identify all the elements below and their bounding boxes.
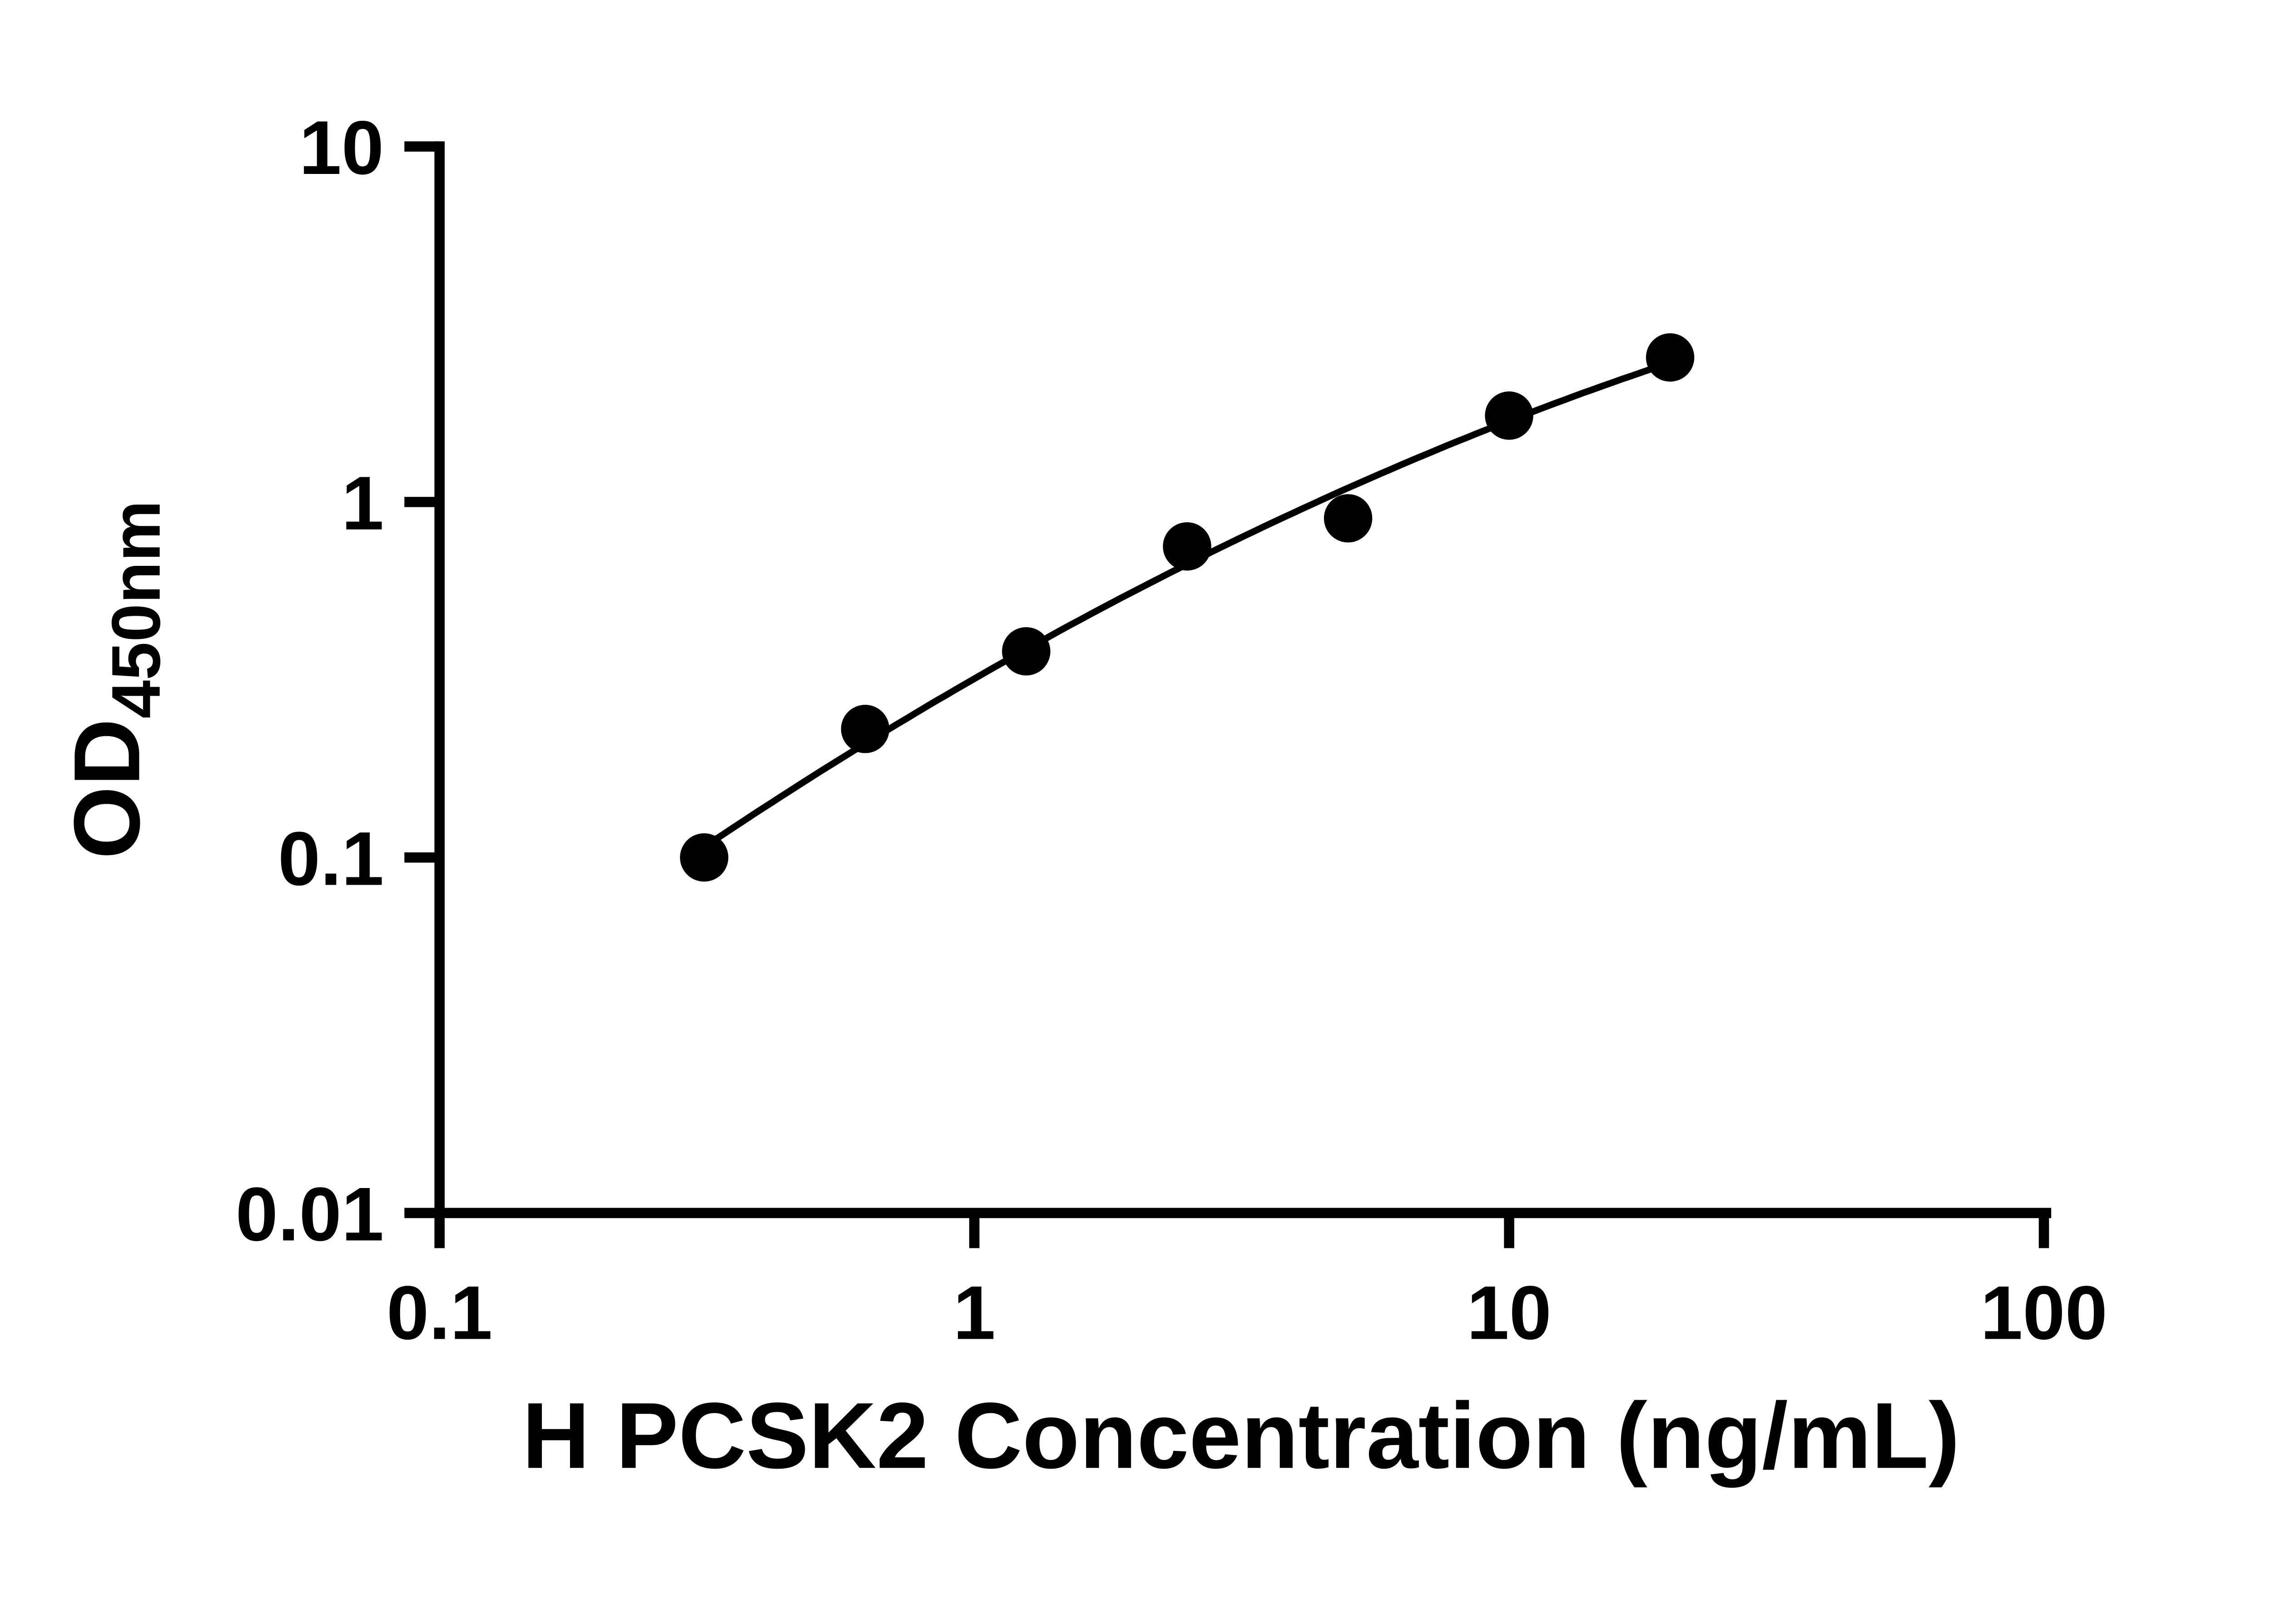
y-tick-label: 0.1 <box>278 816 384 901</box>
elisa-standard-curve-figure: 10 1 0.1 0.01 0.1 1 10 100 H PCSK2 Concentratio… <box>0 0 2271 1570</box>
y-tick-label: 1 <box>342 460 384 546</box>
x-tick-label: 10 <box>1467 1270 1552 1355</box>
data-point <box>1002 627 1051 676</box>
x-tick-label: 100 <box>1980 1270 2107 1355</box>
data-point <box>1485 391 1533 440</box>
y-tick-label: 10 <box>299 105 384 190</box>
y-tick-label: 0.01 <box>236 1171 384 1257</box>
data-point <box>1646 333 1695 382</box>
chart-background <box>0 0 2271 1570</box>
y-axis-label: OD450nm <box>54 500 174 859</box>
points-layer <box>680 333 1695 882</box>
y-axis-label-subscript: 450nm <box>98 500 175 718</box>
x-axis-label: H PCSK2 Concentration (ng/mL) <box>522 1383 1960 1488</box>
data-point <box>1324 494 1373 543</box>
data-point <box>1163 522 1211 571</box>
x-tick-label: 0.1 <box>387 1270 492 1355</box>
data-point <box>841 704 890 753</box>
x-tick-label: 1 <box>953 1270 996 1355</box>
data-point <box>680 833 729 882</box>
y-axis-label-main: OD <box>54 718 159 859</box>
